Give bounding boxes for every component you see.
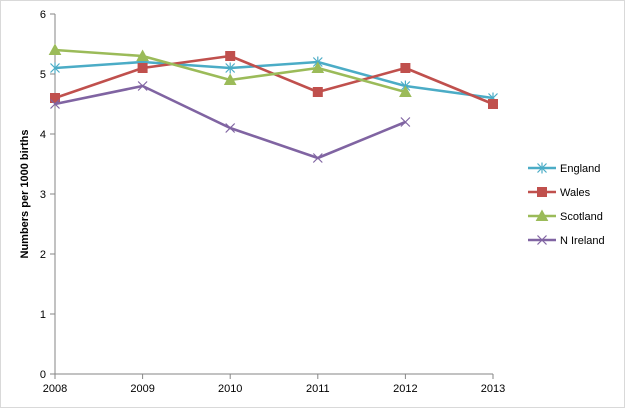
legend-item-england: England	[528, 162, 600, 175]
legend-marker	[535, 209, 549, 221]
y-tick-label: 1	[40, 309, 46, 321]
legend-marker	[537, 187, 547, 197]
axes	[50, 13, 494, 379]
series-n-ireland	[50, 81, 411, 163]
y-tick-labels: 0 1 2 3 4 5 6	[40, 9, 46, 381]
data-point-n-ireland	[312, 153, 323, 163]
series-line-n-ireland	[54, 84, 406, 160]
legend-label: England	[560, 163, 600, 175]
data-point-england	[50, 62, 60, 74]
data-point-n-ireland	[137, 81, 148, 91]
y-tick-label: 3	[40, 189, 46, 201]
x-tick-label: 2010	[218, 383, 242, 395]
data-point-wales	[225, 51, 236, 61]
data-point-wales	[488, 99, 498, 109]
data-point-wales	[137, 63, 148, 73]
x-tick-label: 2013	[481, 383, 505, 395]
x-tick-label: 2008	[43, 383, 67, 395]
data-point-scotland	[136, 49, 149, 61]
data-point-england	[225, 62, 236, 74]
legend-item-scotland: Scotland	[528, 209, 603, 223]
data-point-n-ireland	[400, 117, 411, 127]
data-point-scotland	[223, 73, 237, 85]
data-point-scotland	[399, 85, 412, 97]
legend: England Wales Scotland N Ireland	[528, 162, 605, 247]
series-england	[50, 56, 498, 104]
legend-marker	[537, 162, 547, 174]
series-group	[48, 43, 498, 163]
series-wales	[50, 51, 498, 109]
y-tick-label: 5	[40, 69, 46, 81]
x-tick-label: 2009	[130, 383, 154, 395]
y-tick-label: 0	[40, 369, 46, 381]
data-point-n-ireland	[225, 123, 236, 133]
y-axis-label: Numbers per 1000 births	[19, 130, 31, 259]
data-point-scotland	[311, 61, 325, 73]
legend-label: N Ireland	[560, 235, 605, 247]
y-tick-label: 2	[40, 249, 46, 261]
legend-item-wales: Wales	[528, 187, 591, 199]
data-point-wales	[312, 87, 323, 97]
y-tick-label: 4	[40, 129, 46, 141]
x-tick-label: 2011	[306, 383, 330, 395]
legend-label: Wales	[560, 187, 591, 199]
x-tick-label: 2012	[393, 383, 417, 395]
series-scotland	[48, 43, 412, 97]
series-line-england	[54, 60, 494, 100]
x-tick-labels: 2008 2009 2010 2011 2012 2013	[43, 383, 505, 395]
legend-marker	[537, 235, 547, 245]
legend-item-n-ireland: N Ireland	[528, 235, 605, 247]
data-point-wales	[400, 63, 411, 73]
y-tick-label: 6	[40, 9, 46, 21]
legend-label: Scotland	[560, 211, 603, 223]
data-point-n-ireland	[50, 99, 60, 109]
data-point-scotland	[48, 43, 62, 55]
data-point-wales	[50, 93, 60, 103]
